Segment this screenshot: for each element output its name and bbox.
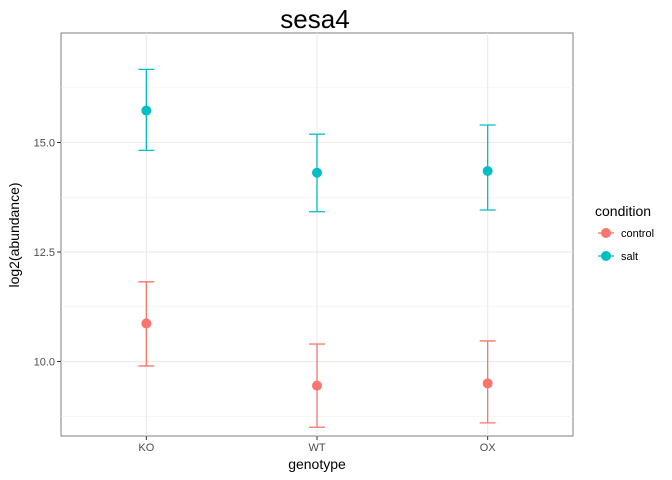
- series-salt: [138, 68, 496, 213]
- legend-key-point: [601, 251, 611, 261]
- legend-key-salt: [598, 251, 614, 261]
- x-tick-label: KO: [138, 442, 154, 454]
- chart-title: sesa4: [280, 4, 349, 34]
- data-marks: [138, 68, 496, 428]
- data-point: [482, 165, 493, 176]
- series-control: [138, 281, 496, 428]
- x-axis: KO WT OX: [138, 436, 496, 454]
- data-point: [141, 318, 152, 329]
- y-tick-label: 10.0: [34, 357, 55, 369]
- data-point: [312, 167, 322, 178]
- data-point: [141, 105, 152, 116]
- x-axis-title: genotype: [288, 456, 346, 472]
- y-tick-label: 15.0: [34, 138, 55, 150]
- legend: condition control salt: [595, 203, 654, 263]
- y-axis: 10.0 12.5 15.0: [34, 138, 61, 369]
- x-tick-label: WT: [308, 442, 325, 454]
- y-tick-label: 12.5: [34, 247, 55, 259]
- legend-label: salt: [621, 251, 638, 263]
- legend-key-control: [598, 228, 614, 238]
- data-point: [312, 380, 322, 391]
- legend-key-point: [601, 228, 611, 238]
- legend-title: condition: [595, 203, 651, 219]
- data-point: [482, 378, 493, 389]
- y-axis-title: log2(abundance): [6, 182, 22, 287]
- x-tick-label: OX: [480, 442, 497, 454]
- legend-label: control: [621, 228, 654, 240]
